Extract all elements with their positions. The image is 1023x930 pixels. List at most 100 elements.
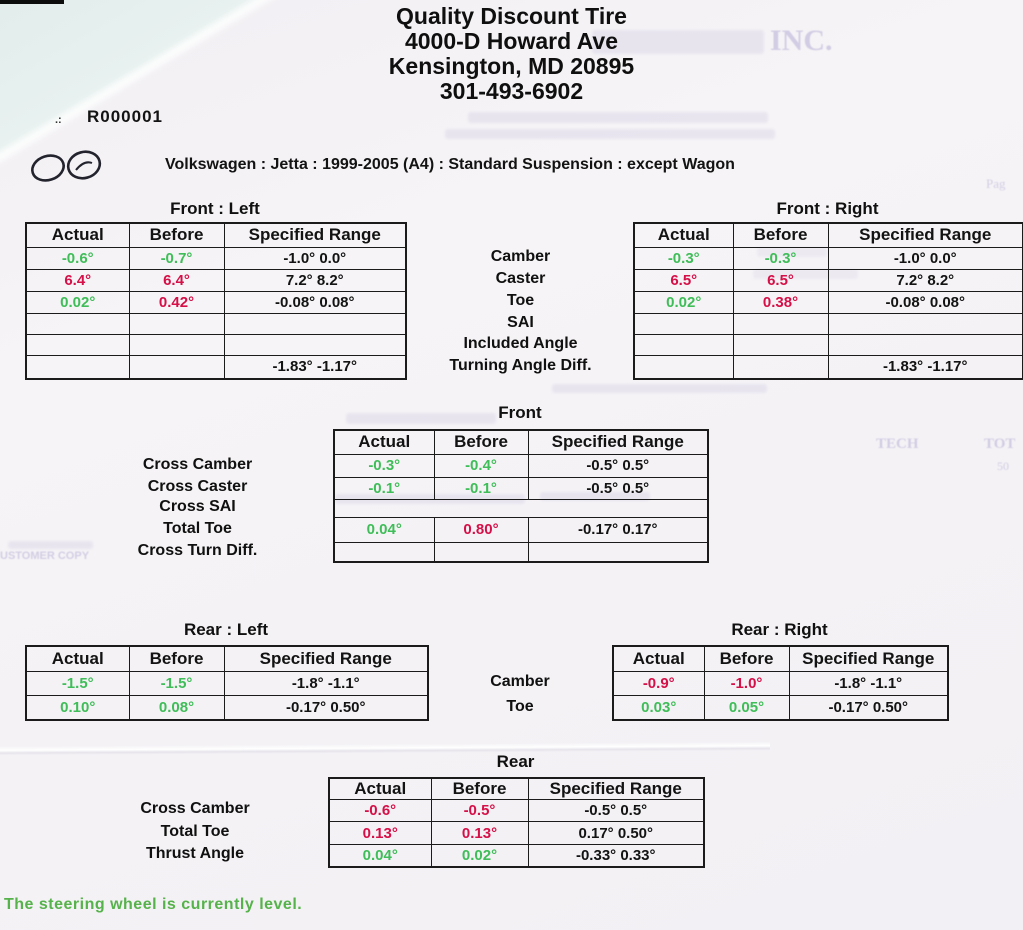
cell-before: 6.5° (732, 268, 829, 292)
rear-cross-labels: Cross Camber Total Toe Thrust Angle (90, 798, 300, 865)
cell-range: -1.8° -1.1° (788, 670, 949, 696)
cell-range (527, 541, 709, 563)
table-row: -1.83° -1.17° (633, 354, 1023, 380)
table-header-row: Actual Before Specified Range (633, 222, 1023, 248)
ghost-headline-text: INC. (770, 24, 833, 57)
cell-actual (25, 354, 130, 380)
front-cross-title: Front (498, 403, 542, 422)
cell-range: -0.08° 0.08° (223, 290, 407, 314)
front-left-title: Front : Left (170, 199, 260, 218)
cell-actual (633, 333, 734, 356)
cell-range (223, 333, 407, 356)
shop-header: Quality Discount Tire 4000-D Howard Ave … (0, 4, 1023, 104)
ghost-tech-text: TECH (876, 436, 919, 452)
ghost-tot-text: TOT (984, 436, 1016, 452)
col-actual: Actual (25, 222, 130, 248)
ghost-customer-copy-text: USTOMER COPY (0, 550, 90, 562)
table-row: -0.9° -1.0° -1.8° -1.1° (612, 670, 949, 696)
shop-name: Quality Discount Tire (396, 3, 627, 29)
ghost-line-bar (445, 129, 775, 139)
table-row-open (334, 498, 708, 518)
cell-before (433, 541, 529, 563)
table-row: 0.02° 0.42° -0.08° 0.08° (25, 290, 407, 314)
cell-range: -1.8° -1.1° (223, 670, 429, 696)
cell-actual (633, 354, 734, 380)
front-left-table: Actual Before Specified Range -0.6° -0.7… (25, 222, 407, 380)
rear-cross-table: Actual Before Specified Range -0.6° -0.5… (328, 777, 705, 868)
cell-range: -0.17° 0.50° (788, 694, 949, 721)
axis-label-sai: SAI (507, 313, 534, 331)
cell-before (128, 312, 225, 335)
table-header-row: Actual Before Specified Range (612, 645, 949, 672)
shop-city: Kensington, MD 20895 (388, 53, 635, 79)
label-total-toe: Total Toe (160, 822, 230, 840)
col-actual: Actual (633, 222, 734, 248)
col-specified-range: Specified Range (223, 645, 429, 672)
rear-right-table: Actual Before Specified Range -0.9° -1.0… (612, 645, 949, 721)
cell-range: -1.83° -1.17° (827, 354, 1023, 380)
handwritten-mark (26, 146, 114, 193)
cell-range: -0.5° 0.5° (527, 799, 705, 822)
cell-range (827, 333, 1023, 356)
table-row: -1.5° -1.5° -1.8° -1.1° (25, 670, 429, 696)
report-number: R000001 (87, 107, 164, 126)
ref-mark: .: (55, 114, 62, 126)
cell-actual: -0.1° (333, 476, 435, 500)
cell-before (732, 333, 829, 356)
front-right-table: Actual Before Specified Range -0.3° -0.3… (633, 222, 1023, 380)
label-total-toe: Total Toe (163, 519, 232, 537)
ghost-pag-text: Pag (986, 176, 1006, 191)
cell-actual: 0.04° (333, 516, 435, 543)
col-specified-range: Specified Range (527, 777, 705, 800)
cell-range: 7.2° 8.2° (827, 268, 1023, 292)
col-before: Before (703, 645, 790, 672)
cell-before: 0.08° (128, 694, 225, 721)
table-header-row: Actual Before Specified Range (25, 645, 429, 672)
table-row (25, 312, 407, 335)
axis-label-camber: Camber (490, 248, 551, 265)
label-cross-sai: Cross SAI (159, 498, 236, 515)
shop-phone: 301-493-6902 (439, 78, 584, 104)
cell-before (128, 333, 225, 356)
cell-range: -0.17° 0.50° (223, 694, 429, 721)
table-row: -0.3° -0.3° -1.0° 0.0° (633, 246, 1023, 270)
rear-cross-title: Rear (496, 752, 535, 771)
cell-before (732, 312, 829, 335)
cell-actual: 6.4° (25, 268, 130, 292)
table-row: 0.13° 0.13° 0.17° 0.50° (328, 821, 705, 845)
cell-range: -0.5° 0.5° (527, 453, 709, 478)
cell-before: -1.5° (128, 670, 225, 696)
cell-actual: 0.02° (25, 290, 130, 314)
cell-actual: 0.03° (612, 694, 705, 721)
col-before: Before (433, 429, 529, 455)
axis-label-caster: Caster (495, 270, 546, 287)
table-row: 6.4° 6.4° 7.2° 8.2° (25, 268, 407, 292)
col-before: Before (128, 222, 225, 248)
cell-range: 7.2° 8.2° (223, 268, 407, 292)
cell-range (528, 498, 708, 518)
cell-before: 0.42° (128, 290, 225, 314)
cell-before: 0.80° (433, 516, 529, 543)
cell-before: -0.5° (430, 799, 529, 822)
axis-label-included-angle: Included Angle (463, 334, 578, 352)
table-row (633, 312, 1023, 335)
cell-range: -0.33° 0.33° (527, 844, 705, 867)
ghost-headline-bar (592, 30, 764, 54)
cell-actual: 0.02° (633, 290, 734, 314)
label-cross-camber: Cross Camber (140, 800, 250, 817)
cell-range (827, 312, 1023, 335)
cell-before (128, 354, 225, 380)
cell-range (223, 312, 407, 335)
table-row: -0.6° -0.5° -0.5° 0.5° (328, 799, 705, 822)
cell-before: 0.38° (732, 290, 829, 314)
rear-axis-labels: Camber Toe (430, 670, 610, 719)
cell-before: -0.4° (433, 453, 529, 478)
cell-before (434, 498, 528, 518)
ghost-line-bar (552, 384, 767, 393)
axis-label-toe: Toe (506, 697, 534, 715)
cell-before: 6.4° (128, 268, 225, 292)
table-row (333, 541, 709, 563)
cell-actual: -0.3° (633, 246, 734, 270)
cell-actual (334, 498, 434, 518)
